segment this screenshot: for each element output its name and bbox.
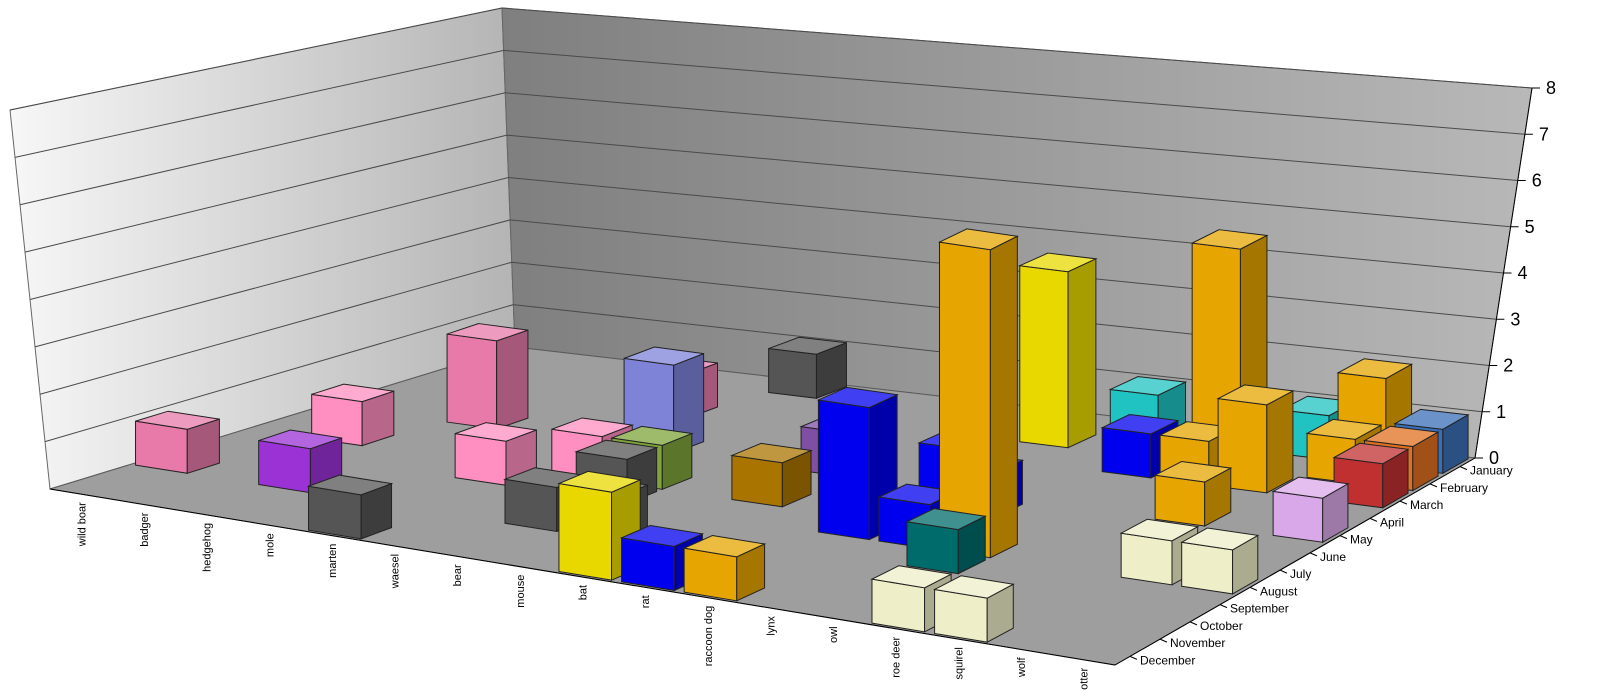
bar: [682, 534, 767, 602]
bars: [135, 228, 1470, 643]
month-label: March: [1410, 498, 1443, 512]
month-tick: [1189, 621, 1198, 626]
bar: [937, 228, 1019, 559]
month-label: December: [1140, 653, 1195, 667]
month-tick: [1339, 535, 1348, 540]
month-label: October: [1200, 619, 1243, 633]
bar: [1271, 476, 1350, 544]
month-label: July: [1290, 567, 1311, 581]
bar: [135, 410, 220, 474]
category-label: bear: [452, 564, 464, 586]
month-tick: [1369, 517, 1378, 522]
month-tick: [1309, 552, 1318, 557]
month-label: May: [1350, 533, 1373, 547]
month-axis-line: [1114, 457, 1476, 666]
category-label: squirel: [953, 647, 965, 679]
category-label: badger: [139, 512, 151, 547]
gridline: [44, 304, 1483, 443]
month-tick: [1159, 638, 1168, 643]
month-label: November: [1170, 636, 1225, 650]
z-tick-label: 6: [1532, 171, 1542, 191]
gridline: [9, 7, 1533, 111]
bar: [768, 336, 847, 400]
z-tick-label: 2: [1503, 356, 1513, 376]
z-axis-line: [1474, 87, 1533, 459]
z-tick-label: 3: [1510, 309, 1520, 329]
bar: [905, 508, 987, 575]
month-tick: [1219, 604, 1228, 609]
category-label: hedgehog: [202, 523, 214, 572]
category-label: rat: [640, 595, 652, 608]
gridline: [14, 49, 1525, 158]
month-tick: [1459, 466, 1468, 471]
month-tick: [1279, 569, 1288, 574]
gridline: [24, 134, 1511, 253]
category-label: mole: [264, 533, 276, 557]
bar: [311, 383, 395, 447]
category-label: wild boar: [76, 502, 88, 547]
z-axis: 0 1 2 3 4 5 6 7 8: [1474, 78, 1556, 468]
z-tick-label: 5: [1525, 217, 1535, 237]
category-label: roe deer: [891, 636, 903, 677]
bar: [816, 386, 899, 541]
month-tick: [1399, 500, 1408, 505]
z-tick-label: 0: [1489, 448, 1499, 468]
z-tick-label: 7: [1539, 124, 1549, 144]
month-label: June: [1320, 550, 1346, 564]
category-axis-labels: wild boar badger hedgehog mole marten waesel b…: [76, 502, 1090, 690]
bar: [557, 470, 643, 581]
month-tick: [1429, 483, 1438, 488]
z-tick-label: 4: [1518, 263, 1528, 283]
category-label: lynx: [765, 616, 777, 636]
bar: [1153, 461, 1233, 527]
month-tick: [1249, 586, 1258, 591]
category-label: mouse: [515, 575, 527, 608]
bar: [619, 524, 705, 592]
z-tick-label: 1: [1496, 402, 1506, 422]
gridline: [39, 261, 1490, 395]
z-tick-label: 8: [1546, 78, 1556, 98]
category-label: waesel: [390, 554, 402, 589]
bar: [454, 422, 537, 486]
month-label: April: [1380, 515, 1404, 529]
month-label: September: [1230, 602, 1289, 616]
gridline: [29, 176, 1504, 300]
month-axis-labels: January February March April May June July Augu…: [49, 457, 1513, 667]
gridline: [34, 219, 1497, 348]
bar: [446, 323, 529, 430]
category-label: marten: [327, 544, 339, 578]
month-tick: [1129, 655, 1138, 660]
bar: [306, 474, 394, 540]
bar: [1017, 252, 1098, 449]
bar: [933, 575, 1015, 643]
category-label: otter: [1079, 667, 1091, 689]
month-label: January: [1470, 464, 1513, 478]
category-label: raccoon dog: [703, 606, 715, 667]
bar: [730, 442, 813, 508]
gridline: [19, 92, 1518, 206]
category-axis-line: [49, 488, 1116, 666]
bar: [1180, 527, 1260, 595]
month-label: August: [1260, 584, 1298, 598]
month-label: February: [1440, 481, 1488, 495]
category-label: owl: [828, 626, 840, 643]
category-label: wolf: [1016, 657, 1028, 679]
category-label: bat: [578, 585, 590, 600]
z-gridlines: [9, 7, 1533, 443]
